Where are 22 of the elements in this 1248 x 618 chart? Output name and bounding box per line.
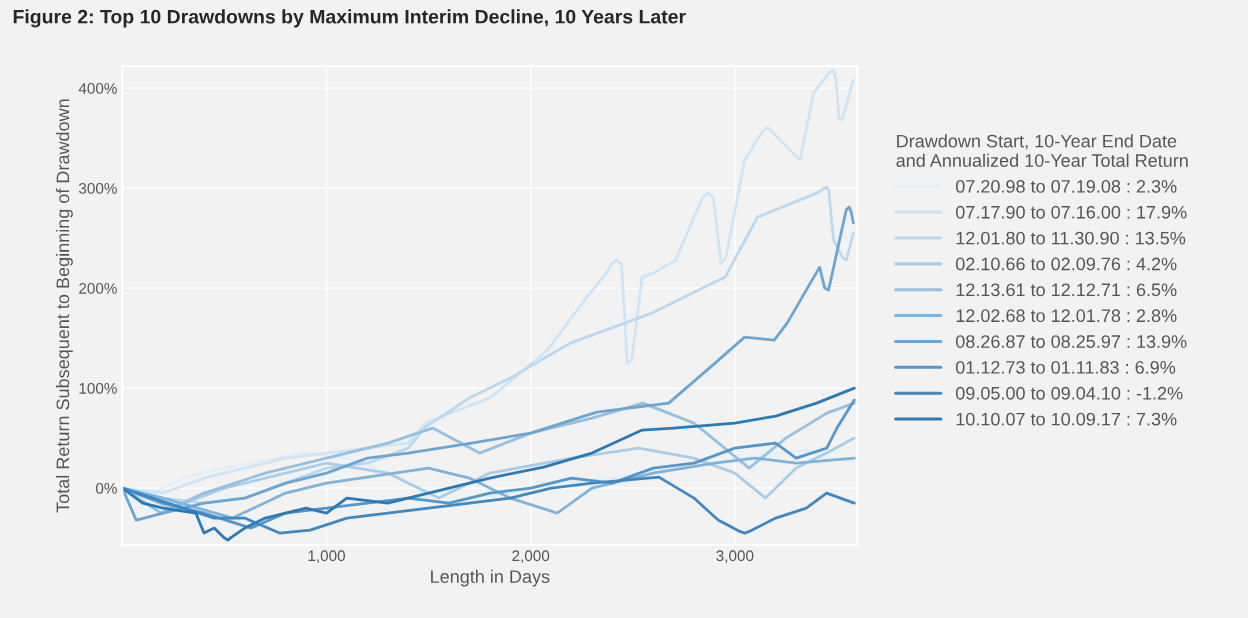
chart-title: Figure 2: Top 10 Drawdowns by Maximum Interim Decline, 10 Years Later [13, 9, 686, 28]
y-tick-label: 300% [78, 182, 117, 194]
legend-label: 12.13.61 to 12.12.71 : 6.5% [956, 283, 1177, 297]
legend-label: 12.02.68 to 12.01.78 : 2.8% [956, 309, 1177, 323]
y-tick-label: 200% [79, 282, 117, 294]
legend-label: 09.05.00 to 09.04.10 : -1.2% [955, 386, 1183, 400]
x-tick-label: 1,000 [308, 550, 346, 563]
legend-label: 07.20.98 to 07.19.08 : 2.3% [955, 180, 1177, 193]
y-tick-label: 0% [95, 482, 117, 494]
legend-label: 10.10.07 to 10.09.17 : 7.3% [956, 412, 1177, 426]
legend-title: Drawdown Start, 10-Year End Date and Annualized 10-Year Total Return [896, 134, 1188, 167]
x-tick-label: 3,000 [716, 550, 754, 563]
legend-label: 02.10.66 to 02.09.76 : 4.2% [955, 257, 1177, 271]
y-tick-label: 100% [79, 382, 117, 394]
x-axis-title: Length in Days [431, 569, 550, 587]
y-tick-label: 400% [78, 82, 117, 94]
legend-label: 07.17.90 to 07.16.00 : 17.9% [955, 205, 1187, 219]
legend-label: 12.01.80 to 11.30.90 : 13.5% [956, 231, 1186, 245]
legend-label: 01.12.73 to 01.11.83 : 6.9% [955, 361, 1176, 374]
x-tick-label: 2,000 [512, 550, 550, 563]
legend-label: 08.26.87 to 08.25.97 : 13.9% [955, 335, 1187, 348]
y-axis-title: Total Return Subsequent to Beginning of Drawdown [55, 99, 73, 513]
